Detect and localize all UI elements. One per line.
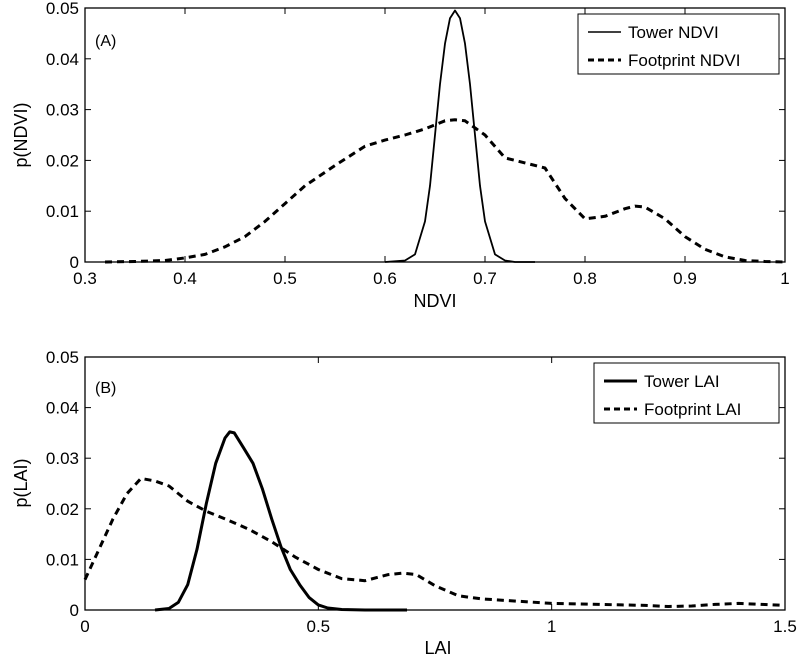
panel-b-ytick-label: 0.03 xyxy=(46,449,79,468)
panel-b-ytick-label: 0.04 xyxy=(46,399,79,418)
panel-a-xtick-label: 0.4 xyxy=(173,269,197,288)
panel-a-ytick-label: 0.01 xyxy=(46,202,79,221)
panel-a-ytick-label: 0.04 xyxy=(46,50,79,69)
panel-b-series-footprint xyxy=(83,476,786,608)
panel-a-xtick-label: 0.5 xyxy=(273,269,297,288)
panel-a-xlabel: NDVI xyxy=(413,291,456,311)
panel-b-ytick-label: 0 xyxy=(70,601,79,620)
panel-b-legend-box xyxy=(593,362,780,424)
panel-a-legend-label-tower: Tower NDVI xyxy=(628,23,719,42)
panel-b-xtick-label: 1.5 xyxy=(773,617,797,636)
panel-a: 0.3 0.4 0.5 0.6 0.7 0.8 0.9 1 0 0.01 0.02 0.03 0.04 0… xyxy=(11,0,790,311)
panel-b-ticks: 0 0.5 1 1.5 0 0.01 0.02 0.03 0.04 0.05 xyxy=(46,348,797,636)
panel-b-ytick-label: 0.01 xyxy=(46,550,79,569)
panel-b-xtick-label: 0.5 xyxy=(307,617,331,636)
panel-a-xtick-label: 0.3 xyxy=(73,269,97,288)
panel-a-xtick-label: 0.8 xyxy=(573,269,597,288)
panel-a-xtick-label: 0.7 xyxy=(473,269,497,288)
panel-b-legend: Tower LAI Footprint LAI xyxy=(593,362,780,424)
panel-b-series-tower xyxy=(154,430,407,612)
panel-a-xtick-label: 0.6 xyxy=(373,269,397,288)
panel-b-xtick-label: 0 xyxy=(80,617,89,636)
panel-b: 0 0.5 1 1.5 0 0.01 0.02 0.03 0.04 0.05 (B) LAI p(… xyxy=(11,348,797,658)
panel-a-axes-box xyxy=(84,7,786,263)
panel-a-legend: Tower NDVI Footprint NDVI xyxy=(577,13,780,75)
panel-a-label: (A) xyxy=(95,33,116,50)
panel-b-lines xyxy=(83,430,786,612)
panel-a-legend-box xyxy=(577,13,780,75)
panel-b-axes-box xyxy=(84,356,786,611)
panel-b-xlabel: LAI xyxy=(424,638,451,658)
panel-b-legend-label-tower: Tower LAI xyxy=(644,372,720,391)
panel-b-ytick-label: 0.02 xyxy=(46,500,79,519)
panel-b-xtick-label: 1 xyxy=(547,617,556,636)
panel-a-lines xyxy=(104,9,786,264)
panel-a-ytick-label: 0 xyxy=(70,253,79,272)
panel-b-label: (B) xyxy=(95,380,116,397)
panel-a-ylabel: p(NDVI) xyxy=(11,102,31,167)
panel-a-series-tower xyxy=(384,9,535,263)
panel-a-xtick-label: 1 xyxy=(780,269,789,288)
panel-a-ytick-label: 0.03 xyxy=(46,101,79,120)
panel-a-ytick-label: 0.02 xyxy=(46,151,79,170)
panel-a-xtick-label: 0.9 xyxy=(673,269,697,288)
panel-a-series-footprint xyxy=(104,118,786,264)
panel-a-legend-label-footprint: Footprint NDVI xyxy=(628,51,740,70)
panel-a-ticks: 0.3 0.4 0.5 0.6 0.7 0.8 0.9 1 0 0.01 0.02 0.03 0.04 0… xyxy=(46,0,790,288)
panel-a-ytick-label: 0.05 xyxy=(46,0,79,18)
panel-b-legend-label-footprint: Footprint LAI xyxy=(644,400,741,419)
panel-b-ytick-label: 0.05 xyxy=(46,348,79,367)
panel-b-ylabel: p(LAI) xyxy=(11,458,31,507)
